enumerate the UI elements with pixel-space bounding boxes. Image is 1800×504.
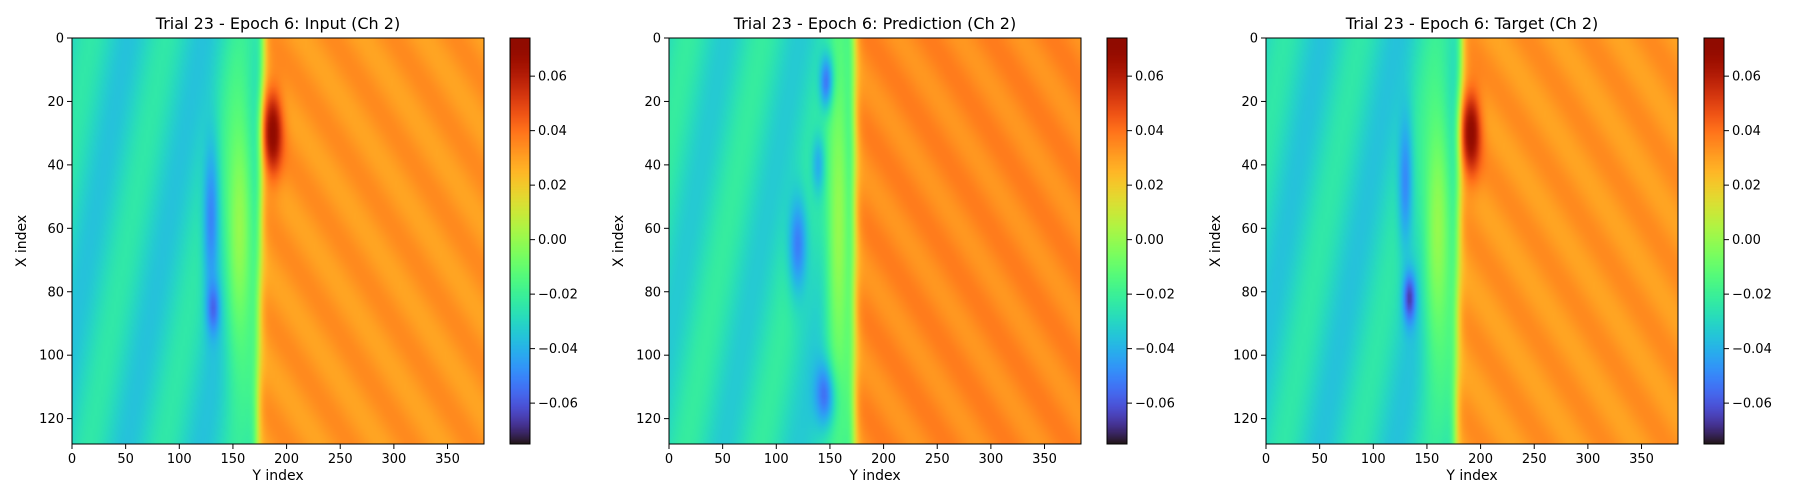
heatmap-image [669, 38, 1081, 444]
x-tick-label: 150 [221, 452, 246, 467]
y-tick-label: 80 [644, 285, 661, 300]
plot-frame [71, 37, 485, 445]
y-tick-label: 120 [1233, 412, 1258, 427]
x-tick-label: 300 [1575, 452, 1600, 467]
colorbar-frame [509, 37, 531, 445]
x-tick-label: 200 [274, 452, 299, 467]
colorbar-tick-label: −0.02 [538, 288, 578, 303]
colorbar-tick-label: −0.06 [1135, 397, 1175, 412]
y-tick-label: 20 [47, 95, 64, 110]
heatmap-panel-2: Trial 23 - Epoch 6: Prediction (Ch 2) 0 50… [611, 14, 1175, 484]
x-tick-label: 300 [978, 452, 1003, 467]
colorbar-tick-label: 0.04 [1732, 124, 1761, 139]
y-tick-label: 60 [1241, 222, 1258, 237]
y-tick-label: 120 [39, 412, 64, 427]
x-axis-label: Y index [251, 468, 303, 484]
colorbar-tick-label: 0.04 [1135, 124, 1164, 139]
x-tick-label: 50 [117, 452, 134, 467]
x-tick-label: 300 [381, 452, 406, 467]
y-tick-label: 80 [47, 285, 64, 300]
x-tick-label: 100 [764, 452, 789, 467]
colorbar-tick-label: −0.04 [1732, 342, 1772, 357]
colorbar-tick-label: 0.00 [538, 233, 567, 248]
colorbar-frame [1703, 37, 1725, 445]
plot-frame [668, 37, 1082, 445]
chart-title: Trial 23 - Epoch 6: Prediction (Ch 2) [733, 14, 1016, 33]
y-tick-label: 0 [56, 32, 64, 47]
y-tick-label: 40 [1241, 158, 1258, 173]
x-tick-label: 200 [1468, 452, 1493, 467]
x-tick-label: 250 [328, 452, 353, 467]
plot-frame [1265, 37, 1679, 445]
colorbar-frame [1106, 37, 1128, 445]
colorbar-tick-label: 0.06 [538, 70, 567, 85]
y-axis-label: X index [611, 215, 627, 267]
colorbar-tick-label: 0.06 [1732, 70, 1761, 85]
colorbar [1704, 38, 1724, 444]
x-tick-label: 250 [925, 452, 950, 467]
x-tick-label: 0 [665, 452, 673, 467]
colorbar-tick-label: 0.06 [1135, 70, 1164, 85]
chart-title: Trial 23 - Epoch 6: Input (Ch 2) [155, 14, 400, 33]
colorbar-tick-label: 0.02 [1732, 179, 1761, 194]
colorbar [1107, 38, 1127, 444]
x-tick-label: 50 [1311, 452, 1328, 467]
x-tick-label: 350 [1032, 452, 1057, 467]
x-tick-label: 350 [435, 452, 460, 467]
y-tick-label: 100 [1233, 349, 1258, 364]
y-tick-label: 60 [47, 222, 64, 237]
x-tick-label: 250 [1522, 452, 1547, 467]
colorbar-tick-label: 0.00 [1135, 233, 1164, 248]
chart-title: Trial 23 - Epoch 6: Target (Ch 2) [1345, 14, 1598, 33]
heatmap-image [72, 38, 484, 444]
x-tick-label: 200 [871, 452, 896, 467]
y-tick-label: 20 [644, 95, 661, 110]
x-tick-label: 150 [818, 452, 843, 467]
colorbar-tick-label: −0.06 [538, 397, 578, 412]
colorbar-tick-label: 0.02 [1135, 179, 1164, 194]
x-tick-label: 0 [1262, 452, 1270, 467]
x-tick-label: 50 [714, 452, 731, 467]
heatmap-panel-1: Trial 23 - Epoch 6: Input (Ch 2) 0 50 100 15… [14, 14, 578, 484]
colorbar-tick-label: −0.06 [1732, 397, 1772, 412]
colorbar-tick-label: −0.04 [538, 342, 578, 357]
y-tick-label: 0 [653, 32, 661, 47]
y-axis-label: X index [1208, 215, 1224, 267]
x-axis-label: Y index [848, 468, 900, 484]
y-tick-label: 60 [644, 222, 661, 237]
colorbar [510, 38, 530, 444]
y-tick-label: 120 [636, 412, 661, 427]
colorbar-tick-label: 0.04 [538, 124, 567, 139]
heatmap-panel-3: Trial 23 - Epoch 6: Target (Ch 2) 0 50 100 1… [1208, 14, 1772, 484]
colorbar-tick-label: −0.02 [1732, 288, 1772, 303]
y-axis-label: X index [14, 215, 30, 267]
colorbar-tick-label: 0.02 [538, 179, 567, 194]
x-tick-label: 350 [1629, 452, 1654, 467]
y-tick-label: 40 [644, 158, 661, 173]
y-tick-label: 40 [47, 158, 64, 173]
y-tick-label: 100 [636, 349, 661, 364]
y-tick-label: 100 [39, 349, 64, 364]
colorbar-tick-label: 0.00 [1732, 233, 1761, 248]
x-tick-label: 150 [1415, 452, 1440, 467]
y-tick-label: 20 [1241, 95, 1258, 110]
x-tick-label: 100 [1361, 452, 1386, 467]
colorbar-tick-label: −0.04 [1135, 342, 1175, 357]
y-tick-label: 0 [1250, 32, 1258, 47]
heatmap-image [1266, 38, 1678, 444]
y-tick-label: 80 [1241, 285, 1258, 300]
x-axis-label: Y index [1445, 468, 1497, 484]
x-tick-label: 100 [167, 452, 192, 467]
colorbar-tick-label: −0.02 [1135, 288, 1175, 303]
x-tick-label: 0 [68, 452, 76, 467]
